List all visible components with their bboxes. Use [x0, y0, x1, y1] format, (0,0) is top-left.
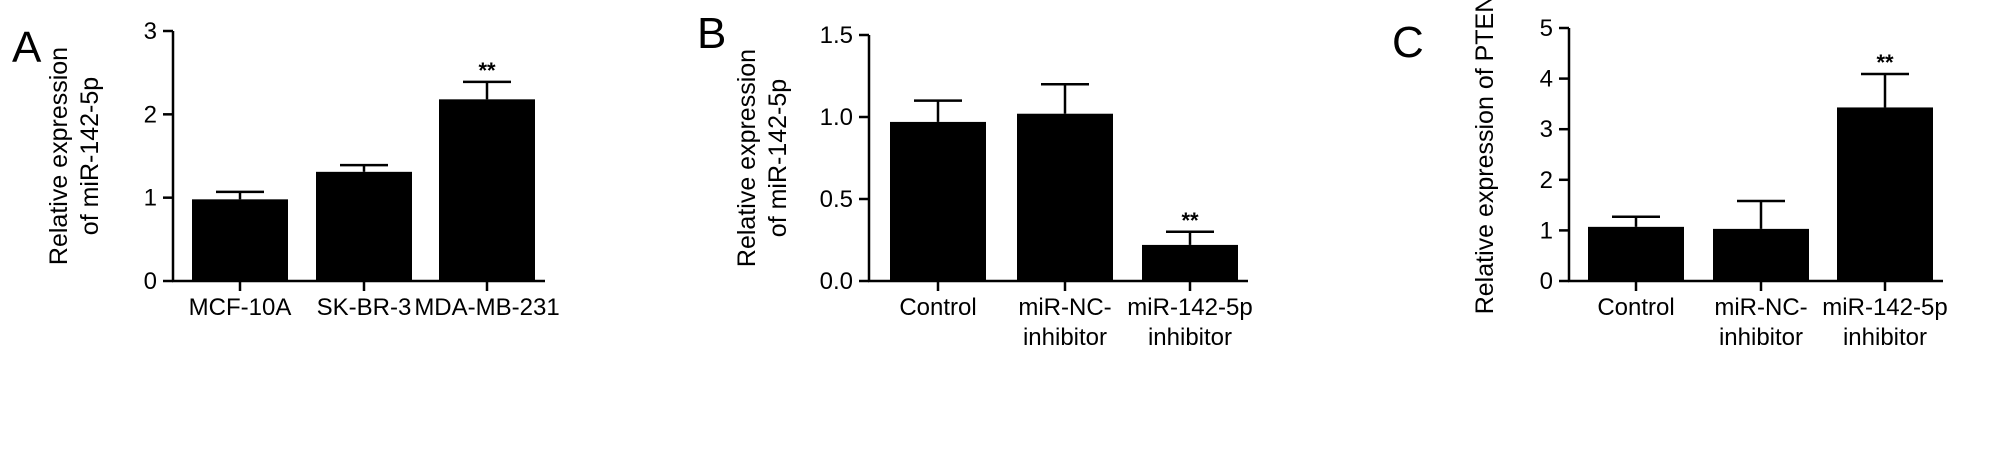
y-tick-label: 3: [1540, 116, 1553, 143]
bar: [192, 199, 288, 281]
x-tick-label: inhibitor: [1719, 324, 1803, 351]
panel-c: C 0 1 2 3 4 5 Relative expression of PTEN Contr…: [1392, 0, 1948, 351]
x-tick-label: Control: [899, 294, 976, 321]
x-tick-label: Control: [1597, 294, 1674, 321]
y-tick-label: 1.0: [820, 104, 853, 131]
y-tick-label: 1.5: [820, 22, 853, 49]
x-tick-label: miR-142-5p: [1822, 294, 1947, 321]
y-tick-label: 2: [1540, 167, 1553, 194]
x-tick-label: inhibitor: [1023, 324, 1107, 351]
y-axis-label: of miR-142-5p: [764, 79, 792, 237]
y-tick-label: 0.5: [820, 186, 853, 213]
significance-marker: **: [478, 58, 496, 83]
panel-letter-a: A: [12, 23, 42, 72]
x-tick-label: miR-NC-: [1714, 294, 1807, 321]
x-tick-label: inhibitor: [1843, 324, 1927, 351]
bar: [316, 171, 412, 281]
x-tick-label: miR-NC-: [1018, 294, 1111, 321]
y-tick-label: 0: [1540, 268, 1553, 295]
y-tick-label: 0.0: [820, 268, 853, 295]
y-tick-label: 3: [144, 18, 157, 45]
y-tick-label: 2: [144, 101, 157, 128]
x-tick-label: MCF-10A: [189, 294, 292, 321]
y-axis-label: Relative expression of PTEN: [1471, 0, 1499, 314]
bar: [1713, 228, 1809, 281]
y-tick-label: 1: [1540, 217, 1553, 244]
y-tick-label: 4: [1540, 66, 1553, 93]
bar: [439, 99, 535, 281]
x-tick-label: MDA-MB-231: [414, 294, 559, 321]
x-tick-label: inhibitor: [1148, 324, 1232, 351]
panel-b: B 0.0 0.5 1.0 1.5 Relative expression of miR-…: [697, 9, 1253, 351]
y-tick-label: 5: [1540, 15, 1553, 42]
significance-marker: **: [1876, 50, 1894, 75]
bar: [1588, 226, 1684, 281]
panel-letter-b: B: [697, 9, 726, 58]
x-tick-label: miR-142-5p: [1127, 294, 1252, 321]
significance-marker: **: [1181, 208, 1199, 233]
bar: [1142, 244, 1238, 281]
panel-a: A 0 1 2 3 Relative expression of miR-142-5p MC…: [12, 18, 560, 321]
y-axis-label: Relative expression: [733, 49, 761, 267]
y-tick-label: 0: [144, 268, 157, 295]
bar: [1837, 107, 1933, 281]
y-axis-label: Relative expression: [45, 47, 73, 265]
bar: [1017, 113, 1113, 281]
panel-letter-c: C: [1392, 18, 1424, 67]
bar: [890, 121, 986, 281]
x-tick-label: SK-BR-3: [317, 294, 412, 321]
y-tick-label: 1: [144, 185, 157, 212]
y-axis-label: of miR-142-5p: [76, 77, 104, 235]
